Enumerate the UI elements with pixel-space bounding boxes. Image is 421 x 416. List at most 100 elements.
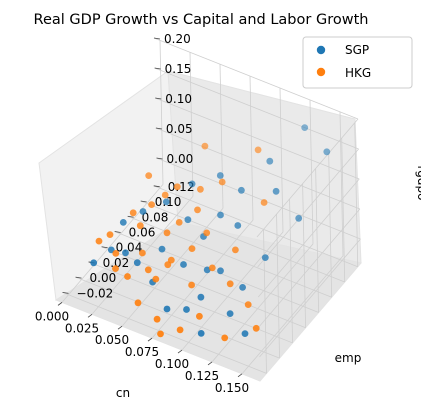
- scatter-points: [90, 124, 331, 342]
- scatter-point-hkg: [218, 178, 226, 186]
- y-tick-mark: [140, 200, 147, 203]
- grid-line-x: [211, 243, 314, 363]
- y-tick-label: 0.04: [116, 241, 143, 255]
- scatter-point-sgp: [217, 211, 224, 219]
- scatter-point-sgp: [241, 330, 249, 337]
- x-tick-label: 0.125: [185, 369, 219, 383]
- y-tick-mark: [62, 291, 69, 294]
- y-tick-mark: [101, 246, 108, 249]
- y-axis-label: emp: [335, 351, 362, 365]
- grid-line-y: [140, 200, 345, 283]
- z-tick-mark: [154, 67, 161, 70]
- scatter-point-sgp: [197, 293, 205, 301]
- scatter-point-sgp: [162, 198, 170, 206]
- scatter-point-sgp: [295, 214, 303, 222]
- grid-line-y: [153, 185, 358, 268]
- scatter-point-hkg: [157, 330, 164, 338]
- grid-line-z: [156, 157, 361, 240]
- scatter-point-hkg: [175, 219, 183, 226]
- y-tick-mark: [114, 231, 121, 233]
- x-tick-mark: [57, 302, 63, 306]
- scatter-point-hkg: [95, 237, 103, 245]
- scatter-point-hkg: [188, 281, 196, 289]
- x-axis-label: cn: [116, 386, 130, 400]
- scatter-point-sgp: [234, 222, 242, 229]
- scatter-point-sgp: [301, 124, 309, 131]
- scatter-point-hkg: [260, 199, 268, 206]
- scatter-point-sgp: [261, 254, 269, 261]
- scatter-point-sgp: [226, 310, 234, 317]
- scatter-point-hkg: [201, 142, 209, 150]
- y-tick-label: 0.02: [103, 256, 130, 270]
- scatter-point-sgp: [184, 216, 192, 224]
- scatter-point-sgp: [217, 267, 224, 275]
- grid-line-z: [257, 178, 360, 298]
- scatter-point-hkg: [129, 209, 137, 217]
- z-axis-label: rgdpo: [415, 166, 421, 201]
- y-tick-mark: [75, 276, 82, 279]
- grid-line-y: [75, 276, 280, 359]
- scatter-point-hkg: [139, 249, 146, 257]
- x-tick-label: 0.075: [125, 345, 159, 359]
- z-tick-label: 0.10: [165, 92, 192, 106]
- legend-label-sgp: SGP: [345, 43, 369, 57]
- x-tick-mark: [117, 325, 123, 330]
- scatter-point-hkg: [188, 245, 196, 253]
- scatter-point-hkg: [153, 315, 161, 323]
- x-tick-label: 0.100: [155, 357, 189, 371]
- scatter-point-sgp: [183, 306, 190, 313]
- legend-marker-hkg: [316, 67, 326, 77]
- scatter-point-sgp: [139, 208, 147, 215]
- scatter-point-hkg: [112, 250, 120, 257]
- scatter-point-sgp: [197, 330, 205, 337]
- scatter-point-hkg: [232, 246, 239, 254]
- z-tick-label: 0.05: [166, 122, 193, 136]
- grid-line-x: [151, 219, 254, 339]
- y-tick-label: 0.12: [168, 180, 195, 194]
- scatter-point-hkg: [252, 324, 260, 332]
- legend-box: [302, 36, 413, 89]
- legend-marker-sgp: [316, 45, 326, 55]
- grid-line-z: [257, 148, 359, 268]
- x-tick-mark: [147, 337, 153, 342]
- floor-pane: [54, 221, 362, 382]
- grid-line-z: [154, 67, 359, 150]
- scatter-point-hkg: [221, 334, 229, 342]
- scatter-point-sgp: [158, 245, 166, 253]
- scatter-point-hkg: [196, 312, 203, 320]
- scatter-point-hkg: [173, 183, 181, 191]
- scatter-point-sgp: [188, 180, 196, 188]
- scatter-point-hkg: [244, 301, 252, 308]
- scatter-point-hkg: [167, 256, 175, 264]
- z-tick-label: 0.15: [165, 62, 192, 76]
- grid-line-y: [62, 292, 267, 374]
- x-tick-label: 0.000: [35, 309, 69, 323]
- z-tick-mark: [156, 157, 163, 160]
- scatter-point-sgp: [119, 219, 127, 226]
- grid-line-x: [241, 255, 344, 375]
- scatter-point-sgp: [239, 284, 247, 291]
- scatter-point-hkg: [144, 266, 152, 274]
- x-tick-mark: [177, 349, 183, 354]
- grid-line-z: [258, 208, 361, 328]
- x-tick-mark: [237, 373, 243, 378]
- scatter-point-hkg: [254, 146, 262, 154]
- z-tick-mark: [155, 127, 162, 130]
- scatter-point-hkg: [106, 231, 114, 239]
- y-tick-mark: [153, 185, 160, 188]
- grid-line-z: [259, 238, 361, 358]
- scatter-point-hkg: [145, 172, 153, 180]
- scatter-point-hkg: [112, 265, 119, 272]
- grid-line-y: [114, 231, 319, 313]
- scatter-point-sgp: [90, 259, 98, 267]
- scatter-point-hkg: [208, 264, 216, 272]
- y-tick-mark: [127, 215, 134, 218]
- scatter-point-sgp: [122, 249, 129, 257]
- grid-line-x: [61, 184, 164, 303]
- y-tick-label: 0.08: [142, 210, 169, 224]
- z-tick-label: 0.00: [167, 152, 194, 166]
- scatter-point-hkg: [136, 222, 144, 230]
- scatter-point-hkg: [134, 299, 142, 307]
